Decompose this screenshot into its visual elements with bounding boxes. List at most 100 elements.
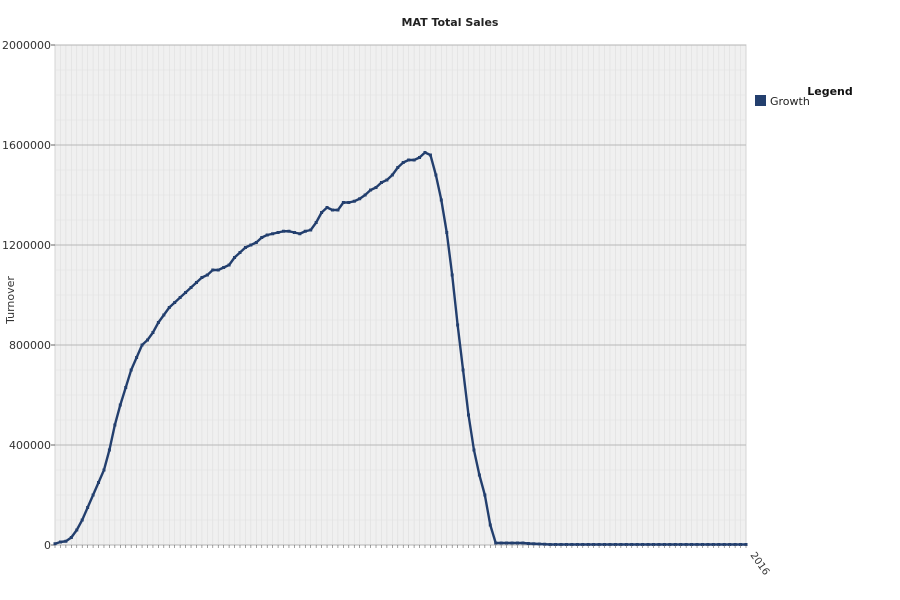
data-point xyxy=(75,528,79,532)
data-point xyxy=(374,186,378,189)
chart-title: MAT Total Sales xyxy=(402,16,499,29)
data-point xyxy=(222,266,226,269)
data-point xyxy=(537,542,541,546)
data-point xyxy=(129,368,133,372)
data-point xyxy=(695,543,699,546)
data-point xyxy=(733,543,737,546)
data-point xyxy=(298,232,302,236)
y-axis-ticks: 0 400000 800000 1200000 1600000 2000000 xyxy=(2,39,55,552)
data-point xyxy=(216,268,220,272)
x-axis-ticks: 2016 xyxy=(54,545,771,578)
data-point xyxy=(450,273,454,277)
data-point xyxy=(570,543,574,546)
y-axis-label: Turnover xyxy=(4,276,17,325)
legend-label-growth: Growth xyxy=(770,95,810,108)
data-point xyxy=(673,543,677,546)
data-point xyxy=(488,523,492,527)
data-point xyxy=(554,543,558,546)
data-point xyxy=(581,543,585,546)
data-point xyxy=(309,228,313,232)
data-point xyxy=(423,151,427,154)
data-point xyxy=(358,197,362,201)
data-point xyxy=(271,232,275,236)
data-point xyxy=(265,233,269,237)
data-point xyxy=(690,543,694,546)
data-point xyxy=(711,543,715,546)
data-point xyxy=(341,201,345,204)
data-point xyxy=(282,229,286,233)
data-point xyxy=(717,543,721,546)
data-point xyxy=(456,323,460,327)
data-point xyxy=(564,543,568,546)
data-point xyxy=(124,386,128,389)
data-point xyxy=(320,211,324,214)
data-point xyxy=(592,543,596,546)
data-point xyxy=(619,543,623,546)
data-point xyxy=(330,208,334,212)
data-point xyxy=(467,413,471,417)
data-point xyxy=(668,543,672,546)
data-point xyxy=(336,208,340,212)
data-point xyxy=(53,542,57,546)
y-tick-label: 800000 xyxy=(9,339,51,352)
data-point xyxy=(652,543,656,546)
data-point xyxy=(379,181,383,184)
data-point xyxy=(314,221,318,224)
data-point xyxy=(472,448,476,452)
data-point xyxy=(173,301,177,304)
data-point xyxy=(684,543,688,546)
data-point xyxy=(287,229,291,233)
data-point xyxy=(401,161,405,164)
data-point xyxy=(200,276,204,279)
data-point xyxy=(162,313,166,317)
data-point xyxy=(347,201,351,204)
data-point xyxy=(102,468,106,472)
data-point xyxy=(499,541,503,545)
data-point xyxy=(613,543,617,546)
data-point xyxy=(739,543,743,546)
data-point xyxy=(249,243,253,247)
data-point xyxy=(69,536,73,539)
data-point xyxy=(64,539,68,543)
data-point xyxy=(515,541,519,545)
data-point xyxy=(543,542,547,546)
data-point xyxy=(657,543,661,546)
data-point xyxy=(722,543,726,546)
series-layer xyxy=(53,151,748,546)
data-point xyxy=(603,543,607,546)
data-point xyxy=(494,541,498,545)
data-point xyxy=(205,273,209,277)
data-point xyxy=(434,173,438,177)
data-point xyxy=(118,403,122,407)
data-point xyxy=(396,166,400,169)
data-point xyxy=(107,448,111,452)
data-point xyxy=(390,173,394,177)
data-point xyxy=(483,493,487,497)
data-point xyxy=(145,338,149,342)
data-point xyxy=(194,281,198,284)
data-point xyxy=(325,206,329,209)
data-point xyxy=(211,268,215,272)
data-point xyxy=(254,241,258,244)
data-point xyxy=(135,356,139,359)
data-point xyxy=(369,188,373,192)
data-point xyxy=(189,286,193,289)
data-point xyxy=(303,229,307,233)
data-point xyxy=(227,263,231,267)
data-point xyxy=(97,481,101,484)
data-point xyxy=(635,543,639,546)
data-point xyxy=(113,423,117,427)
legend-title: Legend xyxy=(807,85,853,98)
data-point xyxy=(706,543,710,546)
data-point xyxy=(276,231,280,234)
data-point xyxy=(445,231,449,234)
data-point xyxy=(700,543,704,546)
data-point xyxy=(91,493,95,497)
data-point xyxy=(428,153,432,157)
data-point xyxy=(439,198,443,202)
data-point xyxy=(178,296,182,299)
data-point xyxy=(586,543,590,546)
data-point xyxy=(641,543,645,546)
data-point xyxy=(597,543,601,546)
data-point xyxy=(744,543,748,546)
